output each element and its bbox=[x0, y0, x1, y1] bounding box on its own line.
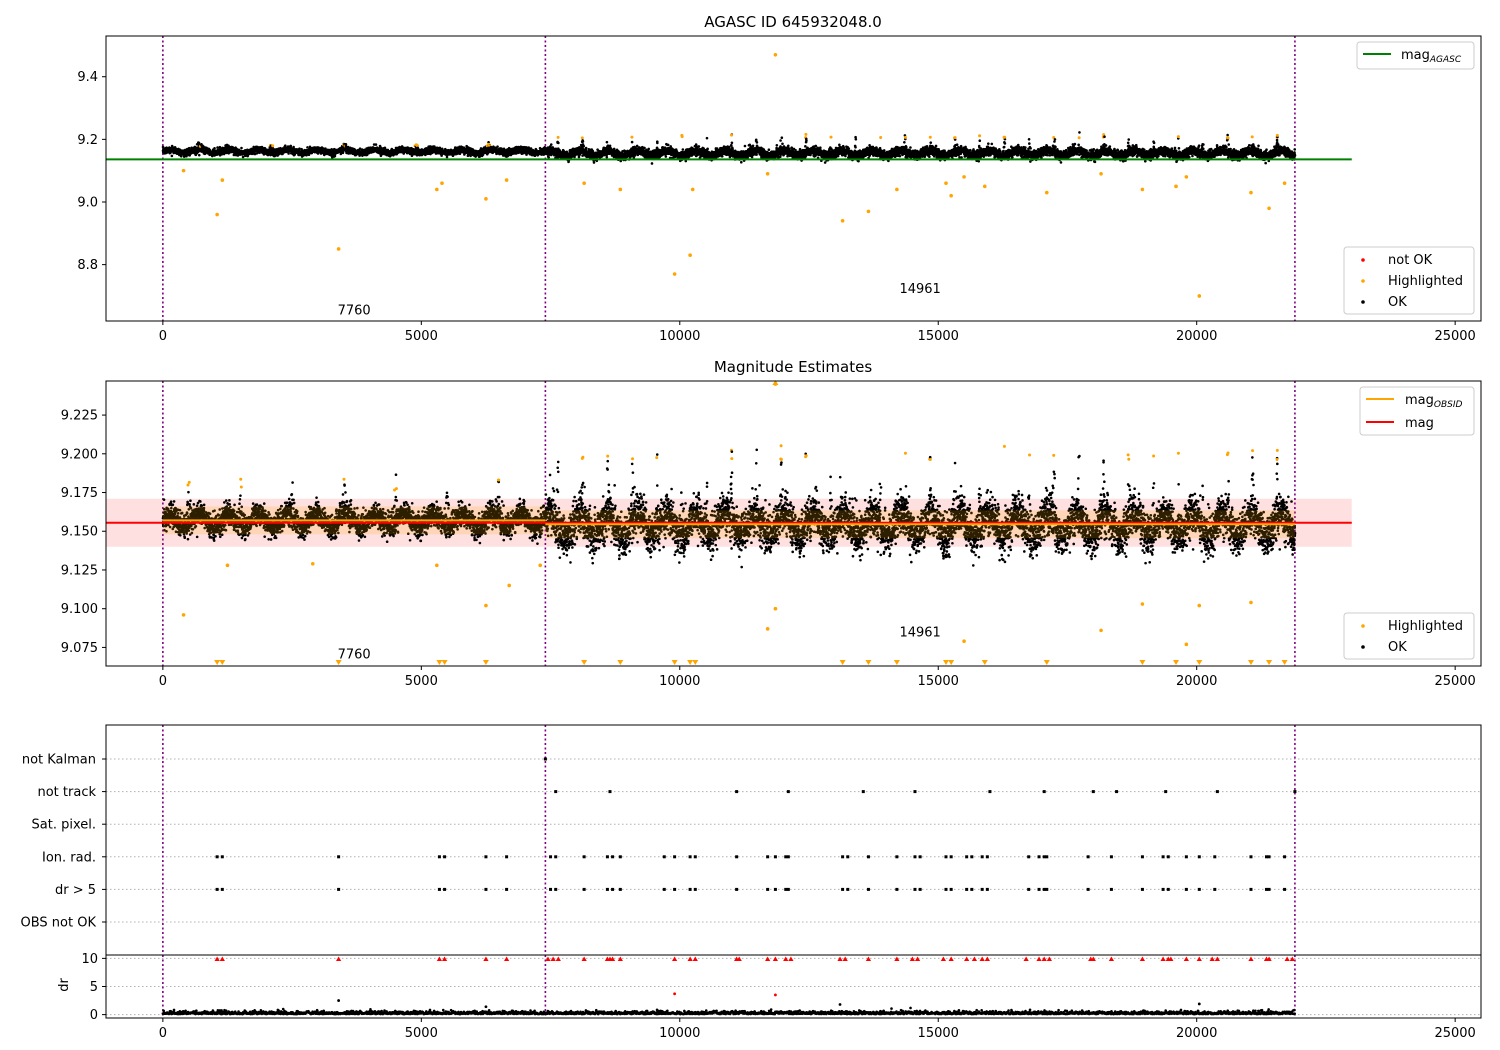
highlighted-point bbox=[630, 135, 634, 139]
ok-point bbox=[557, 141, 560, 145]
highlighted-point bbox=[556, 135, 560, 139]
ok-point bbox=[374, 143, 378, 146]
ok-point bbox=[445, 155, 449, 159]
ok-point bbox=[197, 141, 201, 145]
ok-point bbox=[170, 154, 174, 158]
ok-point bbox=[582, 144, 585, 148]
panel-agasc-title: AGASC ID 645932048.0 bbox=[704, 13, 882, 31]
ok-point bbox=[170, 144, 174, 148]
highlighted-point bbox=[580, 136, 584, 140]
ok-point bbox=[605, 140, 609, 144]
ok-point bbox=[549, 143, 553, 146]
ok-point bbox=[185, 154, 188, 158]
ok-point bbox=[577, 155, 581, 159]
ok-point bbox=[656, 141, 659, 145]
ok-point bbox=[592, 161, 596, 164]
ok-point bbox=[647, 147, 651, 151]
ok-point bbox=[605, 155, 609, 159]
ok-point bbox=[664, 155, 668, 158]
ok-point bbox=[240, 146, 243, 150]
ok-point bbox=[213, 146, 216, 150]
ok-point bbox=[584, 147, 588, 150]
ok-point bbox=[187, 146, 191, 150]
ok-point bbox=[581, 140, 585, 143]
ok-point bbox=[630, 140, 634, 144]
ok-point bbox=[547, 156, 550, 159]
ok-point bbox=[216, 146, 219, 149]
ok-point bbox=[283, 144, 287, 148]
ok-point bbox=[650, 162, 654, 165]
ok-point bbox=[179, 154, 183, 158]
highlighted-point bbox=[271, 144, 275, 148]
ok-point bbox=[666, 143, 670, 147]
ok-point bbox=[669, 145, 673, 148]
ok-point bbox=[608, 144, 612, 148]
ok-point bbox=[197, 153, 201, 157]
ok-point bbox=[643, 146, 646, 150]
ok-point bbox=[633, 154, 637, 157]
ok-point bbox=[241, 155, 245, 159]
ok-point bbox=[289, 144, 293, 148]
ok-point bbox=[496, 145, 499, 148]
